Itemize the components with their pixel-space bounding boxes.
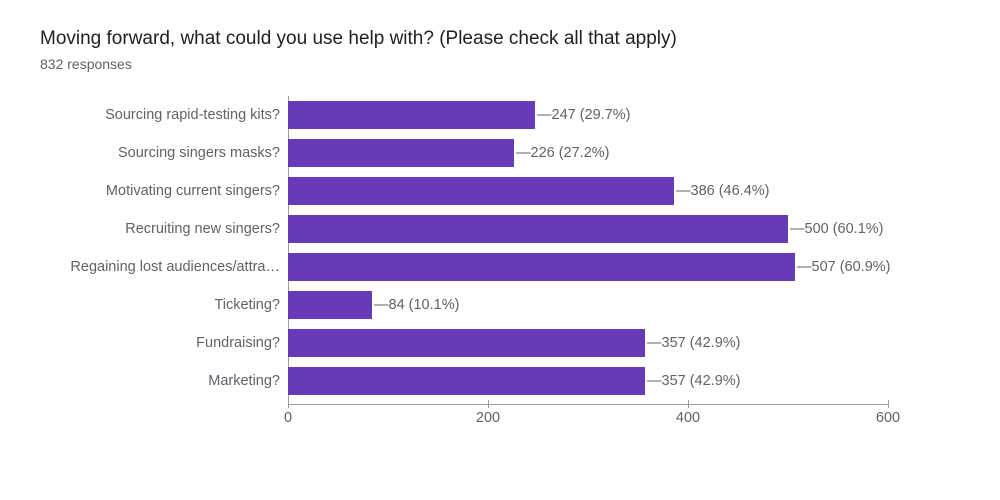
value-label: —226 (27.2%) <box>516 145 610 161</box>
x-tick-label: 0 <box>284 410 292 426</box>
value-label: —357 (42.9%) <box>647 335 741 351</box>
category-label: Sourcing rapid-testing kits? <box>40 107 288 123</box>
category-label: Ticketing? <box>40 297 288 313</box>
bar-row: Fundraising? —357 (42.9%) <box>40 324 960 362</box>
x-tick-mark <box>288 400 289 408</box>
category-label: Marketing? <box>40 373 288 389</box>
bar <box>288 139 514 167</box>
bar-cell: —507 (60.9%) <box>288 248 888 286</box>
value-label: —84 (10.1%) <box>374 297 459 313</box>
value-label: —247 (29.7%) <box>537 107 631 123</box>
category-label: Fundraising? <box>40 335 288 351</box>
bar-row: Sourcing singers masks? —226 (27.2%) <box>40 134 960 172</box>
bar-cell: —84 (10.1%) <box>288 286 888 324</box>
bar-cell: —386 (46.4%) <box>288 172 888 210</box>
bar-cell: —357 (42.9%) <box>288 324 888 362</box>
x-axis-line <box>288 404 888 405</box>
value-label: —386 (46.4%) <box>676 183 770 199</box>
bar-row: Recruiting new singers? —500 (60.1%) <box>40 210 960 248</box>
category-label: Sourcing singers masks? <box>40 145 288 161</box>
bar <box>288 291 372 319</box>
bar-row: Sourcing rapid-testing kits? —247 (29.7%) <box>40 96 960 134</box>
value-label: —507 (60.9%) <box>797 259 891 275</box>
x-tick-mark <box>888 400 889 408</box>
bar-rows: Sourcing rapid-testing kits? —247 (29.7%)… <box>40 96 960 400</box>
value-label: —500 (60.1%) <box>790 221 884 237</box>
bar-row: Ticketing? —84 (10.1%) <box>40 286 960 324</box>
bar <box>288 367 645 395</box>
bar-row: Marketing? —357 (42.9%) <box>40 362 960 400</box>
bar-row: Motivating current singers? —386 (46.4%) <box>40 172 960 210</box>
bar-row: Regaining lost audiences/attra… —507 (60.… <box>40 248 960 286</box>
chart-plot: Sourcing rapid-testing kits? —247 (29.7%)… <box>40 96 960 404</box>
bar-cell: —247 (29.7%) <box>288 96 888 134</box>
category-label: Motivating current singers? <box>40 183 288 199</box>
bar <box>288 177 674 205</box>
x-tick-mark <box>688 400 689 408</box>
chart-title: Moving forward, what could you use help … <box>40 28 960 50</box>
bar-cell: —226 (27.2%) <box>288 134 888 172</box>
bar-cell: —500 (60.1%) <box>288 210 888 248</box>
response-count: 832 responses <box>40 56 960 72</box>
bar <box>288 329 645 357</box>
bar <box>288 101 535 129</box>
chart-container: Moving forward, what could you use help … <box>0 0 1000 424</box>
category-label: Recruiting new singers? <box>40 221 288 237</box>
x-tick-label: 200 <box>476 410 500 426</box>
value-label: —357 (42.9%) <box>647 373 741 389</box>
bar <box>288 215 788 243</box>
category-label: Regaining lost audiences/attra… <box>40 259 288 275</box>
x-tick-mark <box>488 400 489 408</box>
bar <box>288 253 795 281</box>
x-tick-label: 600 <box>876 410 900 426</box>
bar-cell: —357 (42.9%) <box>288 362 888 400</box>
x-tick-label: 400 <box>676 410 700 426</box>
